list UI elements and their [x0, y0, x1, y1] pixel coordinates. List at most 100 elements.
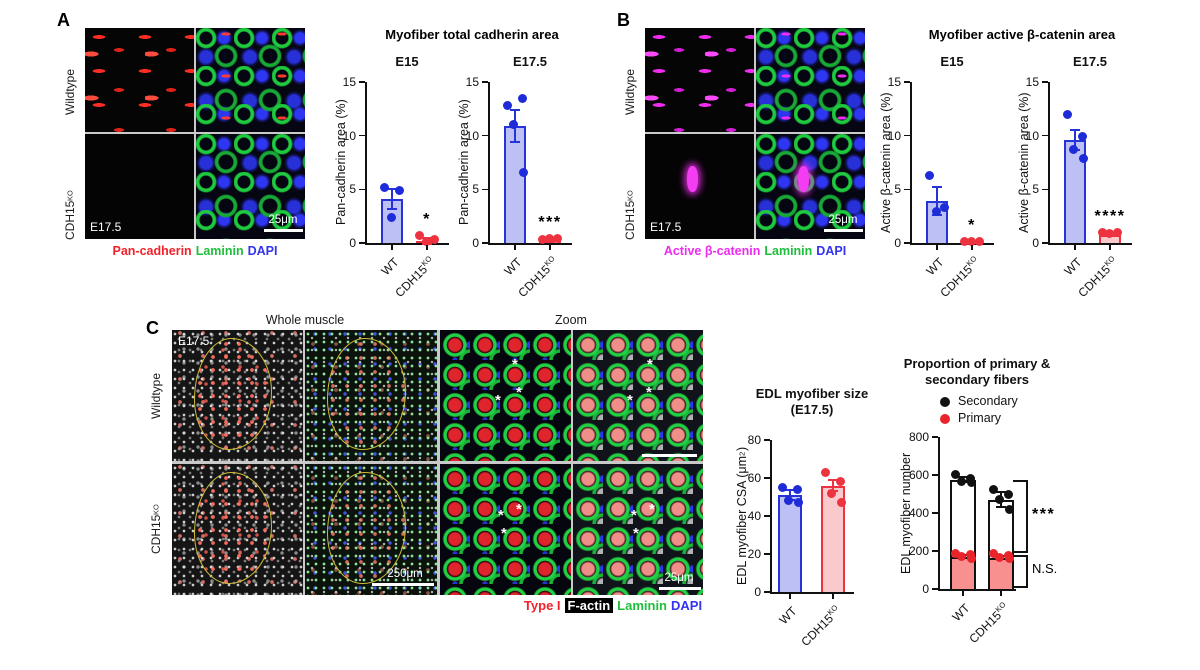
y-tick: [904, 81, 910, 83]
y-tick: [764, 515, 770, 517]
data-point: [429, 235, 439, 245]
panel-a-wt-merge-image: [196, 28, 305, 132]
y-axis: [938, 437, 940, 591]
x-axis: [938, 589, 1016, 591]
data-point: [421, 237, 431, 247]
y-tick-label: 400: [908, 506, 929, 520]
error-cap: [1070, 129, 1080, 132]
data-point: [1097, 227, 1107, 237]
asterisk-mark: *: [647, 356, 653, 373]
panel-b-scale-label: 25μm: [828, 214, 858, 226]
panel-b-scale-bar: [824, 229, 863, 232]
y-axis-label: Active β-catenin area (%): [879, 92, 893, 233]
panel-a-row-label-cdh15ko: CDH15 KO: [63, 189, 77, 241]
error-bar: [1074, 130, 1076, 150]
panel-a-ko-merge-image: [196, 134, 305, 239]
stain-label: F-actin: [564, 598, 614, 613]
panel-a-wt-cadherin-image: [85, 28, 194, 132]
y-tick: [904, 242, 910, 244]
x-tick: [832, 593, 834, 599]
chart-cadherin-e15: E15 Pan-cadherin area (%) 0 5 10 15 WT CDH15KO *: [329, 46, 469, 306]
y-tick: [482, 134, 488, 137]
asterisk-mark: *: [646, 384, 652, 401]
stain-label: Laminin: [617, 598, 667, 613]
data-point: [502, 101, 512, 111]
asterisk-mark: *: [516, 501, 522, 518]
stain-label: DAPI: [816, 244, 847, 258]
significance-label: N.S.: [1032, 561, 1058, 577]
panel-a-scale-label: 25μm: [268, 214, 298, 226]
legend-label: Secondary: [958, 394, 1018, 408]
y-tick-label: 5: [894, 182, 901, 197]
panel-b-ko-merge-image: [756, 134, 865, 239]
error-cap: [996, 491, 1006, 493]
y-tick: [932, 512, 938, 514]
data-point: [537, 235, 547, 245]
panel-b-ko-bcatenin-image: [645, 134, 754, 239]
significance-label: ***: [1032, 506, 1056, 524]
asterisk-mark: *: [516, 384, 522, 401]
y-tick-label: 10: [887, 128, 901, 143]
panel-b-label: B: [617, 10, 630, 30]
y-tick-label: 10: [342, 128, 356, 143]
chart-bcatenin-e15: E15 Active β-catenin area (%) 0 5 10 15 WT CDH1…: [874, 46, 1014, 306]
chart-subtitle: (E17.5): [790, 402, 834, 417]
panel-b-stain-caption: Active β-catenin Laminin DAPI: [635, 244, 875, 258]
x-category-label: CDH15KO: [1075, 254, 1117, 301]
y-tick-label: 15: [465, 75, 479, 89]
stain-label: DAPI: [247, 244, 278, 258]
panel-a-label: A: [57, 10, 70, 30]
panel-c-whole-scale-bar: [372, 583, 434, 586]
panel-c-stain-caption: Type I F-actin Laminin DAPI: [423, 598, 803, 613]
y-tick: [764, 439, 770, 441]
data-point: [966, 478, 976, 488]
asterisk-mark: *: [501, 525, 507, 542]
y-tick: [482, 242, 488, 244]
data-point: [386, 212, 396, 222]
data-point: [994, 553, 1004, 563]
x-tick: [1000, 590, 1002, 596]
y-tick-label: 15: [342, 75, 356, 89]
asterisk-mark: *: [649, 501, 655, 518]
y-tick-label: 800: [908, 430, 929, 444]
y-tick-label: 40: [747, 509, 761, 523]
x-axis: [910, 243, 994, 245]
panel-c-wt-zoom-image: [440, 330, 571, 461]
data-point: [988, 484, 998, 494]
panel-c-stage-label: E17.5: [178, 334, 210, 348]
panel-c-ko-zoom-image: [440, 464, 571, 595]
y-tick: [1042, 134, 1048, 137]
error-cap: [932, 186, 942, 189]
y-tick-label: 5: [472, 182, 479, 197]
panel-c-ko-zoom-gray-image: [573, 464, 703, 595]
significance-label: *: [423, 211, 431, 229]
error-cap: [387, 207, 397, 210]
panel-a-stain-caption: Pan-cadherin Laminin DAPI: [85, 244, 305, 258]
sig-bracket: [1026, 479, 1028, 553]
y-tick-label: 0: [1032, 236, 1039, 250]
sig-bracket: [1026, 554, 1028, 589]
x-axis: [488, 243, 572, 245]
y-tick-label: 15: [1025, 75, 1039, 89]
panel-c-wt-whole-bw-image: [172, 330, 303, 461]
x-tick: [549, 244, 551, 250]
y-tick-label: 0: [349, 236, 356, 250]
data-point: [1078, 153, 1088, 163]
error-bar: [936, 187, 938, 216]
stain-label: Type I: [523, 598, 561, 613]
x-tick: [936, 244, 938, 250]
chart-title: E17.5: [513, 54, 547, 69]
data-point: [966, 237, 976, 247]
error-cap: [996, 506, 1006, 509]
data-point: [950, 469, 960, 479]
y-axis-label: Pan-cadherin area (%): [334, 99, 348, 226]
sig-bracket-end: [1013, 554, 1027, 557]
x-tick: [1074, 244, 1076, 250]
asterisk-mark: *: [498, 507, 504, 524]
chart-title: EDL myofiber size: [755, 386, 869, 401]
significance-label: ***: [538, 214, 562, 232]
panel-c-row-label-cdh15ko: CDH15 KO: [149, 503, 163, 555]
error-bar: [391, 189, 393, 209]
y-tick-label: 10: [1025, 128, 1039, 143]
panel-c-image-grid: E17.5 * * * * * * * * * * * * 250μm 25μm: [172, 330, 703, 595]
